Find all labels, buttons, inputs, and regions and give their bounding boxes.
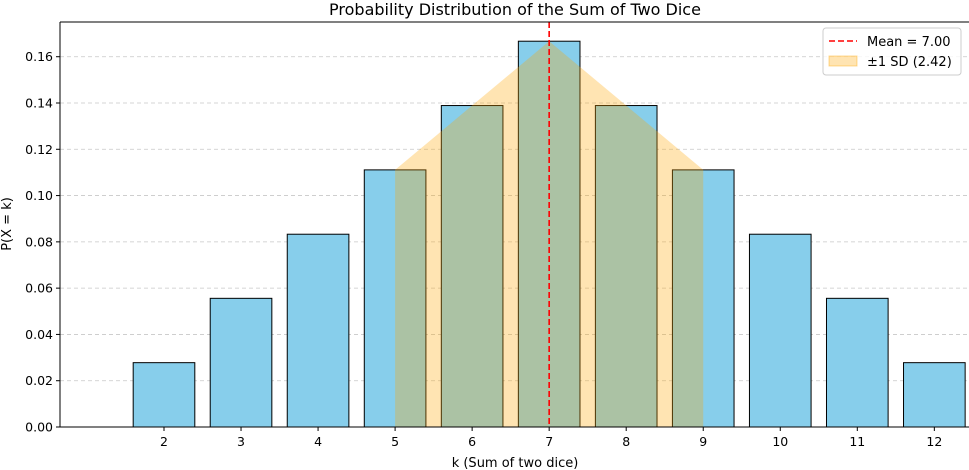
y-ticks: 0.00 0.02 0.04 0.06 0.08 0.10 0.12 0.14 0.16: [25, 49, 60, 435]
bar-10: [748, 233, 812, 428]
x-tick-label-12: 12: [926, 434, 942, 449]
legend: Mean = 7.00 ±1 SD (2.42): [822, 27, 962, 76]
x-tick-label-3: 3: [237, 434, 245, 449]
legend-mean-label: Mean = 7.00: [867, 35, 951, 50]
legend-box: [822, 27, 962, 76]
y-tick-label-6: 0.12: [25, 142, 53, 157]
x-tick-label-9: 9: [699, 434, 707, 449]
bar-3: [209, 297, 273, 428]
x-tick-label-5: 5: [391, 434, 399, 449]
x-axis-label: k (Sum of two dice): [452, 456, 579, 470]
y-tick-label-1: 0.02: [25, 373, 53, 388]
bar-4: [286, 233, 350, 428]
y-tick-label-5: 0.10: [25, 188, 53, 203]
x-tick-label-2: 2: [160, 434, 168, 449]
x-tick-label-10: 10: [772, 434, 788, 449]
bar-5: [363, 169, 427, 428]
bar-9: [671, 169, 735, 428]
bar-2: [132, 362, 196, 428]
bars: [132, 40, 966, 428]
chart-title: Probability Distribution of the Sum of T…: [329, 0, 701, 19]
y-tick-label-0: 0.00: [25, 420, 53, 435]
y-tick-label-8: 0.16: [25, 49, 53, 64]
y-tick-label-2: 0.04: [25, 327, 53, 342]
legend-band-label: ±1 SD (2.42): [867, 55, 952, 70]
x-tick-label-7: 7: [545, 434, 553, 449]
y-tick-label-7: 0.14: [25, 96, 53, 111]
x-tick-label-8: 8: [622, 434, 630, 449]
x-tick-label-11: 11: [849, 434, 865, 449]
x-tick-label-4: 4: [314, 434, 322, 449]
y-tick-label-3: 0.06: [25, 281, 53, 296]
x-ticks: 2 3 4 5 6 7 8 9 10 11 12: [160, 427, 942, 449]
bar-12: [903, 362, 966, 428]
y-tick-label-4: 0.08: [25, 234, 53, 249]
x-tick-label-6: 6: [468, 434, 476, 449]
bar-8: [594, 105, 658, 428]
axes: [59, 21, 969, 428]
bar-11: [825, 297, 889, 428]
legend-band-swatch: [828, 55, 858, 67]
y-axis-label: P(X = k): [0, 197, 15, 251]
